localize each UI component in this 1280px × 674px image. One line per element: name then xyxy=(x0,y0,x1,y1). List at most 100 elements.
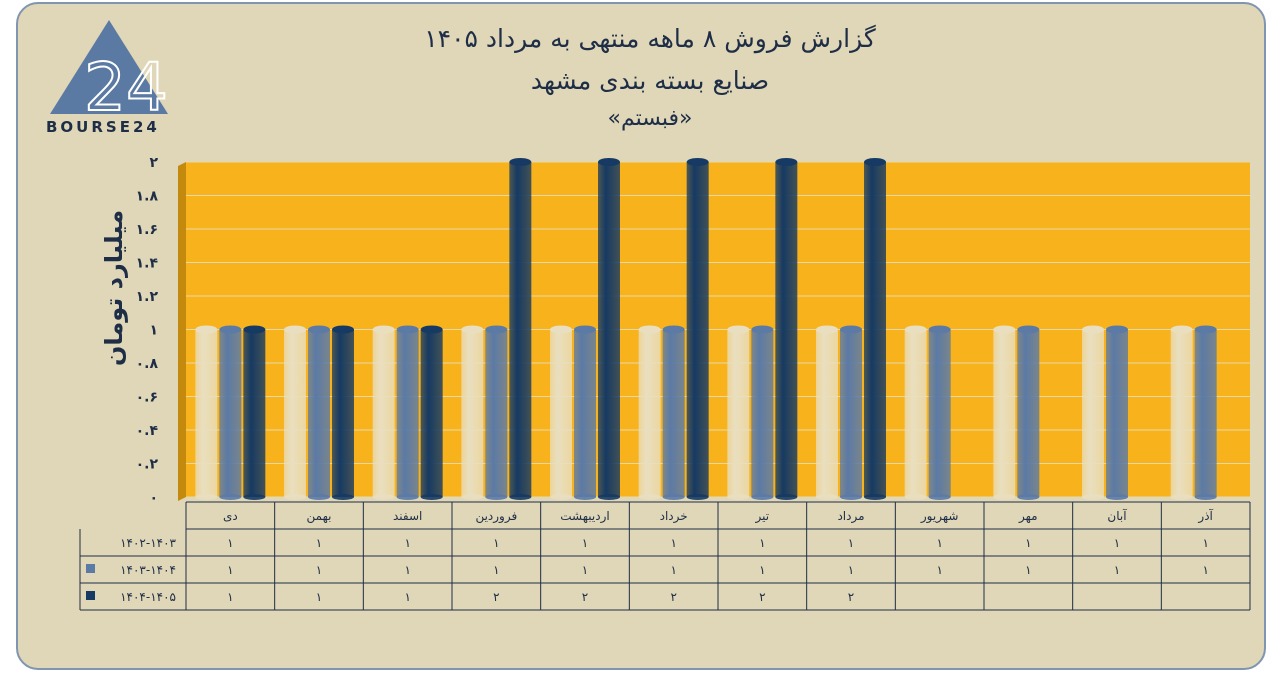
bar-body xyxy=(509,162,532,497)
bar-base xyxy=(396,494,419,500)
data-label: ۱ xyxy=(1114,536,1120,550)
bar xyxy=(1170,325,1193,500)
bar-body xyxy=(775,162,798,497)
legend-key xyxy=(86,564,95,573)
bar-body xyxy=(993,329,1016,497)
y-tick-label: ۱.۸ xyxy=(136,189,159,205)
bar-base xyxy=(904,494,927,500)
bar xyxy=(686,158,709,500)
bar-cap xyxy=(461,325,484,334)
bar-cap xyxy=(550,325,572,334)
bar-base xyxy=(638,494,661,500)
category-label: دی xyxy=(223,509,238,523)
bar-base xyxy=(686,494,709,500)
bar-cap xyxy=(1017,325,1040,334)
bar xyxy=(509,158,532,500)
data-label: ۱ xyxy=(316,590,322,604)
bar-body xyxy=(420,329,443,497)
bar-base xyxy=(775,494,798,500)
bar-base xyxy=(420,494,443,500)
bar-cap xyxy=(775,158,798,166)
bar xyxy=(638,325,661,500)
bar xyxy=(219,325,242,500)
bar xyxy=(420,325,443,500)
data-label: ۱ xyxy=(493,536,499,550)
bar xyxy=(372,325,395,500)
bar xyxy=(775,158,798,500)
bar xyxy=(598,158,620,500)
data-label: ۱ xyxy=(1114,563,1120,577)
category-label: تیر xyxy=(755,509,770,524)
series-label: ۱۴۰۲-۱۴۰۳ xyxy=(120,536,176,550)
bar xyxy=(751,325,774,500)
data-label: ۱ xyxy=(227,536,233,550)
data-label: ۲ xyxy=(582,590,588,604)
bar-base xyxy=(509,494,532,500)
bar xyxy=(550,325,572,500)
bar xyxy=(993,325,1016,500)
y-tick-label: ۰.۲ xyxy=(136,457,159,473)
bar-cap xyxy=(662,325,685,334)
bar-base xyxy=(993,494,1016,500)
bar-base xyxy=(219,494,242,500)
chart-subtitle: صنایع بسته بندی مشهد xyxy=(530,66,770,95)
data-label: ۱ xyxy=(316,563,322,577)
category-label: فروردین xyxy=(475,509,517,524)
bar-base xyxy=(928,494,951,500)
bar-body xyxy=(1106,329,1128,497)
bar xyxy=(332,325,354,500)
data-label: ۱ xyxy=(759,536,765,550)
bar-cap xyxy=(509,158,532,166)
data-label: ۱ xyxy=(493,563,499,577)
bar-cap xyxy=(816,325,838,334)
logo-number: 24 xyxy=(84,49,168,126)
bar-cap xyxy=(686,158,709,166)
bar-base xyxy=(864,494,886,500)
bar-body xyxy=(686,162,709,497)
data-label: ۱ xyxy=(227,563,233,577)
y-tick-label: ۱ xyxy=(149,323,158,339)
data-label: ۱ xyxy=(670,563,676,577)
category-label: آبان xyxy=(1107,508,1127,523)
bar-base xyxy=(461,494,484,500)
bar-cap xyxy=(840,325,862,334)
data-label: ۲ xyxy=(493,590,499,604)
bar-base xyxy=(308,494,330,500)
y-tick-label: ۰.۸ xyxy=(136,356,159,372)
bar xyxy=(308,325,330,500)
bar-body xyxy=(243,329,266,497)
category-label: اسفند xyxy=(393,509,422,523)
category-label: مهر xyxy=(1018,509,1038,524)
bar-base xyxy=(243,494,266,500)
bar-body xyxy=(816,329,838,497)
data-label: ۱ xyxy=(848,563,854,577)
data-label: ۱ xyxy=(227,590,233,604)
bar-body xyxy=(219,329,242,497)
data-label: ۱ xyxy=(1025,563,1031,577)
bar-body xyxy=(662,329,685,497)
data-label: ۲ xyxy=(759,590,765,604)
category-label: خرداد xyxy=(660,509,688,524)
bar-base xyxy=(195,494,218,500)
bar xyxy=(485,325,508,500)
y-tick-label: ۱.۲ xyxy=(136,289,159,305)
chart-title: گزارش فروش ۸ ماهه منتهی به مرداد ۱۴۰۵ xyxy=(424,24,876,53)
bar-base xyxy=(550,494,572,500)
bar-cap xyxy=(1106,325,1128,334)
data-label: ۱ xyxy=(1202,536,1208,550)
category-label: بهمن xyxy=(307,509,332,524)
data-label: ۱ xyxy=(316,536,322,550)
bar xyxy=(928,325,951,500)
legend-key xyxy=(86,591,95,600)
bar-base xyxy=(816,494,838,500)
bar-cap xyxy=(332,325,354,334)
data-label: ۱ xyxy=(582,563,588,577)
data-label: ۱ xyxy=(848,536,854,550)
bar-cap xyxy=(396,325,419,334)
bar-body xyxy=(308,329,330,497)
bar-cap xyxy=(993,325,1016,334)
bar-cap xyxy=(864,158,886,166)
bar-base xyxy=(574,494,596,500)
data-label: ۱ xyxy=(404,590,410,604)
